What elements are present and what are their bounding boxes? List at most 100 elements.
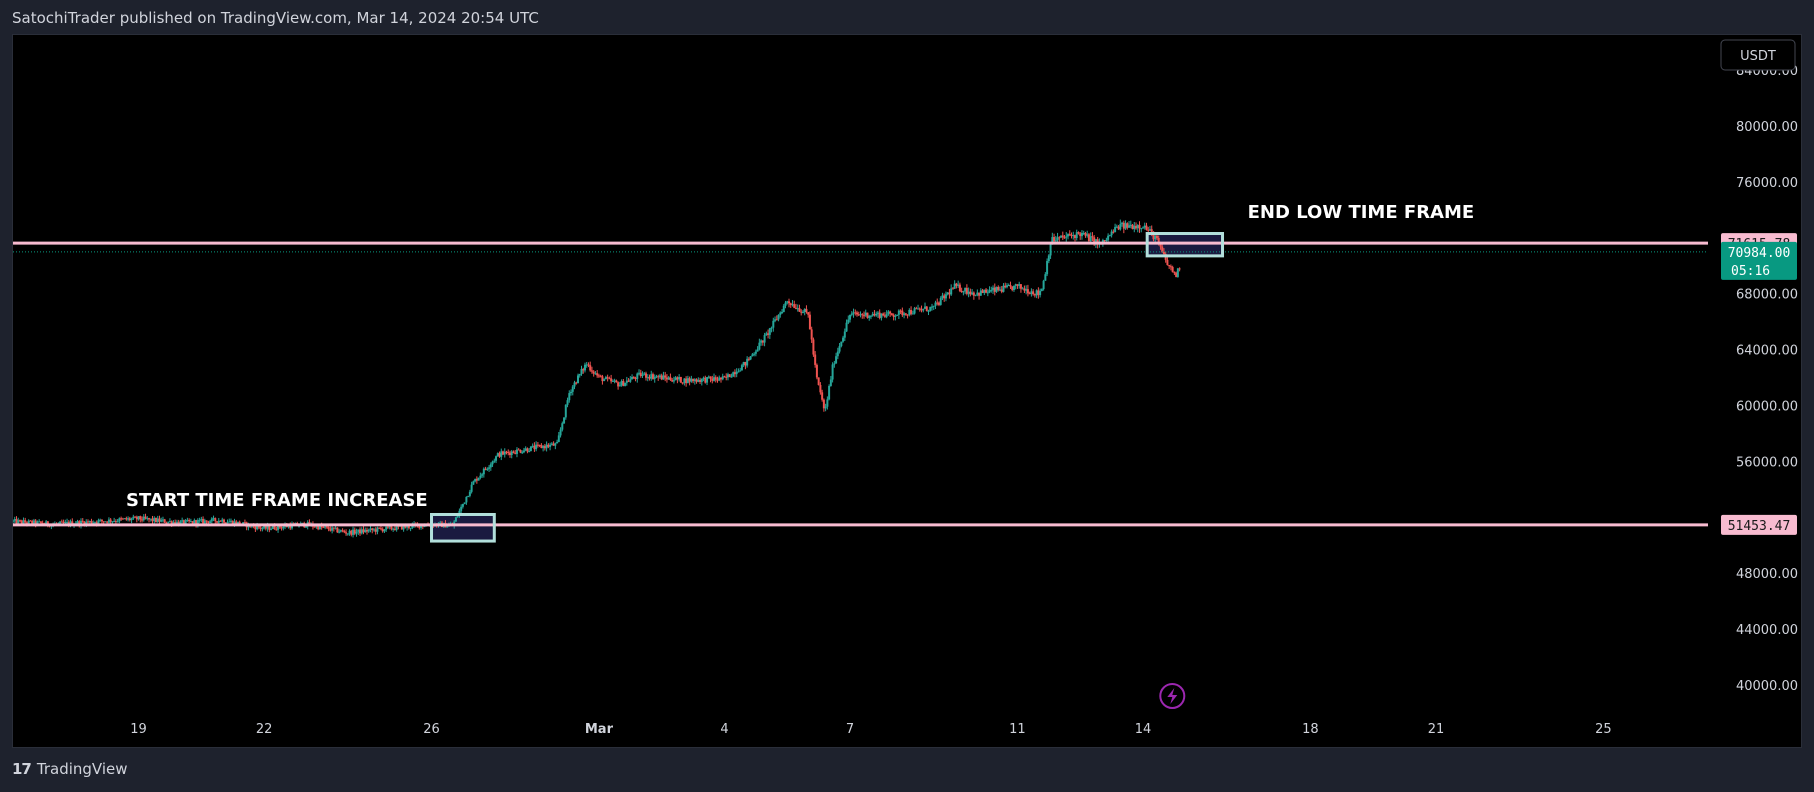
candle-body	[964, 287, 967, 292]
candle-body	[1157, 237, 1160, 244]
candle-body	[78, 521, 81, 526]
y-tick-label: 68000.00	[1736, 288, 1798, 303]
candle-body	[610, 378, 613, 382]
candle-body	[439, 522, 442, 524]
candle-body	[842, 337, 845, 342]
candle-body	[758, 342, 761, 350]
candle-body	[1021, 288, 1024, 290]
candle-body	[83, 521, 86, 525]
candle-body	[411, 525, 414, 528]
y-tick-label: 48000.00	[1736, 567, 1798, 582]
candle-body	[1147, 229, 1150, 231]
candle-body	[747, 358, 750, 360]
candle-body	[470, 484, 473, 492]
candle-body	[957, 284, 960, 286]
candle-body	[512, 451, 515, 453]
candle-body	[693, 379, 696, 382]
candle-body	[733, 372, 736, 375]
candle-body	[111, 521, 114, 523]
highlight-box[interactable]	[430, 512, 496, 543]
candle-body	[346, 533, 349, 535]
candle-body	[256, 525, 259, 530]
candle-body	[353, 529, 356, 534]
currency-button[interactable]	[1720, 39, 1796, 71]
candle-body	[226, 522, 229, 524]
candle-body	[139, 516, 142, 520]
candle-body	[461, 503, 464, 507]
candle-body	[819, 384, 822, 393]
candle-body	[868, 316, 871, 318]
candle-body	[1117, 226, 1120, 230]
candle-body	[974, 294, 977, 296]
candle-body	[521, 452, 524, 454]
candle-body	[127, 518, 130, 520]
candle-body	[465, 496, 468, 503]
candle-body	[134, 516, 137, 518]
candle-body	[883, 315, 886, 317]
candle-body	[128, 518, 131, 521]
y-tick-label: 56000.00	[1736, 455, 1798, 470]
candle-body	[106, 521, 109, 523]
candle-body	[662, 375, 665, 380]
candle-body	[1103, 240, 1106, 242]
candle-body	[543, 446, 546, 449]
candle-body	[570, 391, 573, 394]
candle-body	[259, 527, 262, 529]
candle-body	[482, 468, 485, 475]
candle-body	[381, 528, 384, 532]
candle-body	[753, 353, 756, 355]
candle-body	[817, 377, 820, 385]
candle-body	[92, 522, 95, 524]
candle-body	[692, 378, 695, 382]
candle-body	[1086, 234, 1089, 236]
candle-body	[99, 519, 102, 521]
candle-body	[266, 525, 269, 529]
candle-body	[589, 365, 592, 371]
price-chart[interactable]: START TIME FRAME INCREASE END LOW TIME FR…	[13, 35, 1803, 749]
candle-body	[120, 518, 123, 520]
brand-label: TradingView	[36, 760, 128, 778]
candle-body	[683, 378, 686, 383]
candle-body	[578, 373, 581, 376]
candle-body	[423, 526, 426, 528]
candle-body	[563, 417, 566, 424]
candle-body	[317, 525, 320, 530]
highlight-box[interactable]	[1145, 232, 1225, 258]
candle-body	[875, 313, 878, 316]
candle-body	[1007, 285, 1010, 287]
candle-body	[135, 516, 138, 520]
candle-body	[76, 521, 79, 524]
candle-body	[182, 520, 185, 525]
candle-body	[777, 314, 780, 320]
chart-panel[interactable]: START TIME FRAME INCREASE END LOW TIME FR…	[12, 34, 1802, 748]
candle-body	[951, 288, 954, 290]
candle-body	[978, 292, 981, 296]
candle-body	[236, 521, 239, 525]
candle-body	[488, 467, 491, 469]
candle-body	[216, 521, 219, 523]
candle-body	[484, 468, 487, 470]
candle-body	[638, 372, 641, 374]
candle-body	[393, 528, 396, 530]
candle-body	[575, 382, 578, 384]
candle-body	[32, 520, 35, 524]
candle-body	[976, 292, 979, 295]
candle-body	[383, 529, 386, 532]
candle-body	[730, 376, 733, 378]
candle-body	[217, 520, 220, 523]
candle-body	[231, 520, 234, 525]
candle-body	[545, 444, 548, 449]
candle-body	[372, 529, 375, 531]
candle-body	[833, 363, 836, 365]
candle-body	[514, 452, 517, 454]
candle-body	[1162, 251, 1165, 255]
candle-body	[904, 313, 907, 315]
candle-body	[536, 444, 539, 446]
candle-body	[625, 380, 628, 383]
candle-body	[137, 516, 140, 520]
x-tick-label: 11	[1009, 722, 1026, 737]
candle-body	[446, 526, 449, 528]
candle-body	[903, 313, 906, 316]
candle-body	[791, 304, 794, 306]
candle-body	[878, 312, 881, 318]
